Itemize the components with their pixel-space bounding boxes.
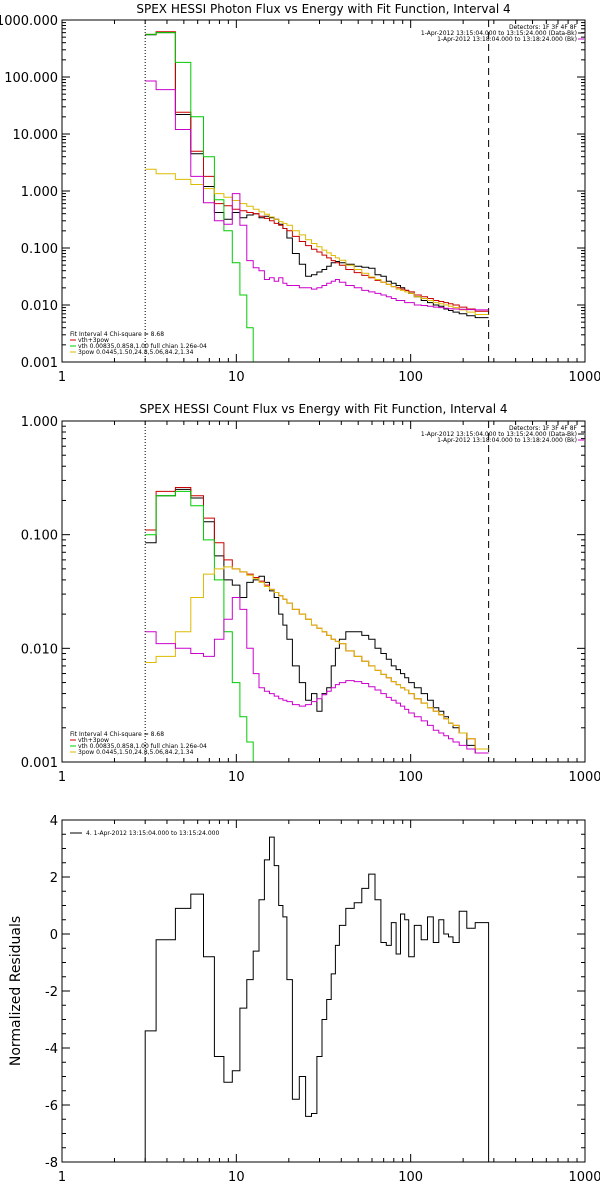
- count-flux-panel: SPEX HESSI Count Flux vs Energy with Fit…: [21, 402, 600, 785]
- chart2-series-group: [144, 836, 490, 1162]
- y-tick-label: 10.000: [13, 128, 59, 143]
- legend-text: Fit Interval 4 Chi-square = 8.68: [70, 331, 164, 338]
- x-tick-label: 1: [58, 1170, 66, 1185]
- info-text: Detectors: 1F 3F 4F 8F: [509, 24, 578, 31]
- legend-text: vth+3pow: [78, 337, 109, 344]
- legend-text: vth 0.00835,0.858,1.00 full chian 1.26e-…: [78, 343, 207, 350]
- legend-text: vth 0.00835,0.858,1.00 full chian 1.26e-…: [78, 743, 207, 750]
- chart-title: SPEX HESSI Photon Flux vs Energy with Fi…: [136, 2, 510, 16]
- chart1-series-4-line: [145, 597, 489, 754]
- photon-flux-panel: SPEX HESSI Photon Flux vs Energy with Fi…: [0, 2, 600, 385]
- info-text: 1-Apr-2012 13:18:04.000 to 13:18:24.000 …: [437, 36, 577, 43]
- x-tick-label: 1: [58, 770, 66, 785]
- y-tick-label: 1.000: [21, 415, 58, 430]
- chart0-series-group: [145, 31, 489, 362]
- y-tick-label: -2: [45, 985, 58, 1000]
- y-tick-label: 0.100: [21, 242, 58, 257]
- y-tick-label: 0.001: [21, 756, 58, 771]
- info-text: Detectors: 1F 3F 4F 8F: [509, 425, 578, 432]
- chart0-series-4-line: [145, 80, 489, 311]
- y-tick-label: 1000.000: [0, 14, 58, 29]
- chart0-series-1-line: [145, 31, 489, 312]
- x-tick-label: 100: [398, 1170, 423, 1185]
- x-tick-label: 1: [58, 370, 66, 385]
- chart1-series-3-line: [145, 566, 489, 750]
- y-tick-label: 4: [50, 814, 58, 829]
- x-tick-label: 10: [228, 1170, 245, 1185]
- chart0-series-0-line: [145, 32, 489, 319]
- legend-text: 3pow 0.0445,1.50,24.8,5.06,84.2,1.34: [78, 749, 194, 756]
- x-tick-label: 10: [228, 370, 245, 385]
- chart1-series-0-line: [145, 488, 489, 754]
- chart0-series-3-line: [145, 168, 489, 315]
- y-tick-label: 0: [50, 928, 58, 943]
- y-tick-label: 100.000: [4, 71, 58, 86]
- info-text: 1-Apr-2012 13:15:04.000 to 13:15:24.000 …: [421, 30, 577, 37]
- x-tick-label: 1000: [568, 1170, 600, 1185]
- y-tick-label: 0.010: [21, 642, 58, 657]
- chart0-series-2-line: [145, 32, 260, 362]
- chart1-series-2-line: [145, 490, 260, 762]
- y-tick-label: 0.001: [21, 356, 58, 371]
- x-tick-label: 100: [398, 370, 423, 385]
- residuals-panel: Normalized Residuals 1 10 100 1000 4 2 0 -2 -4 -6 -…: [8, 814, 600, 1185]
- y-tick-label: 0.100: [21, 529, 58, 544]
- y-axis-label: Normalized Residuals: [8, 916, 24, 1066]
- chart0-plot-frame: [61, 19, 586, 363]
- info-text: 1-Apr-2012 13:18:04.000 to 13:18:24.000 …: [437, 437, 577, 444]
- x-tick-label: 10: [228, 770, 245, 785]
- info-text: 1-Apr-2012 13:15:04.000 to 13:15:24.000 …: [421, 431, 577, 438]
- chart1-plot-frame: [61, 420, 586, 763]
- legend-text: 3pow 0.0445,1.50,24.8,5.06,84.2,1.34: [78, 349, 194, 356]
- x-tick-label: 1000: [568, 370, 600, 385]
- legend-text: vth+3pow: [78, 737, 109, 744]
- y-tick-label: -8: [45, 1156, 58, 1171]
- y-tick-label: 2: [50, 871, 58, 886]
- chart2-series-0-line: [144, 836, 490, 1162]
- x-tick-label: 1000: [568, 770, 600, 785]
- chart2-plot-frame: [61, 819, 586, 1163]
- x-tick-label: 100: [398, 770, 423, 785]
- y-tick-label: 0.010: [21, 299, 58, 314]
- y-tick-label: -6: [45, 1099, 58, 1114]
- y-tick-label: 1.000: [21, 185, 58, 200]
- y-tick-label: -4: [45, 1042, 58, 1057]
- chart-title: SPEX HESSI Count Flux vs Energy with Fit…: [139, 402, 507, 416]
- chart1-series-group: [145, 487, 489, 762]
- legend-text: Fit Interval 4 Chi-square = 8.68: [70, 731, 164, 738]
- legend-text: 4. 1-Apr-2012 13:15:04.000 to 13:15:24.0…: [86, 830, 219, 837]
